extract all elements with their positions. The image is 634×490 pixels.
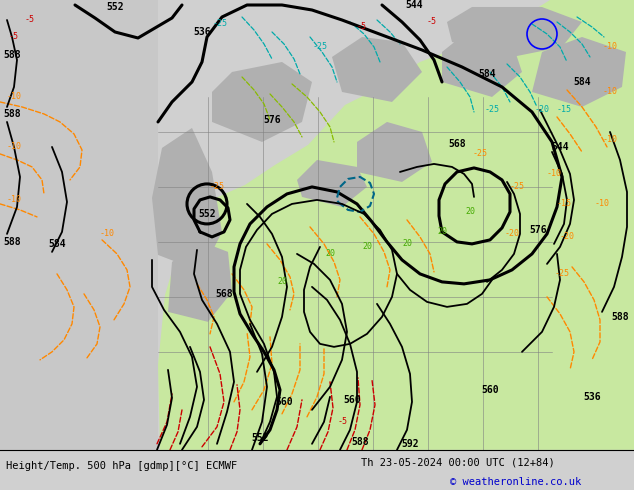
Text: -10: -10	[6, 93, 22, 101]
Polygon shape	[168, 242, 232, 322]
Text: -10: -10	[100, 229, 115, 239]
Text: -10: -10	[6, 196, 22, 204]
Text: 552: 552	[198, 209, 216, 219]
Text: 592: 592	[401, 439, 419, 449]
Text: 536: 536	[193, 27, 211, 37]
Polygon shape	[297, 160, 367, 207]
Text: 536: 536	[583, 392, 601, 402]
Text: -25: -25	[209, 182, 224, 192]
Text: -25: -25	[472, 149, 488, 158]
Text: 568: 568	[215, 289, 233, 299]
Polygon shape	[442, 32, 522, 97]
Text: 588: 588	[3, 109, 21, 119]
Text: -5: -5	[9, 32, 19, 42]
Text: -25: -25	[212, 20, 228, 28]
Text: -10: -10	[547, 170, 562, 178]
Text: -5: -5	[25, 16, 35, 24]
Text: -10: -10	[602, 135, 618, 145]
Text: -20: -20	[534, 105, 550, 115]
Text: -5: -5	[338, 417, 348, 426]
Text: -10: -10	[595, 199, 609, 208]
Text: 588: 588	[351, 437, 369, 447]
Text: 552: 552	[251, 433, 269, 443]
Text: 20: 20	[465, 207, 475, 217]
Text: 560: 560	[343, 395, 361, 405]
Text: 20: 20	[277, 277, 287, 286]
Text: 544: 544	[405, 0, 423, 10]
Text: 588: 588	[3, 50, 21, 60]
Text: -20: -20	[505, 229, 519, 239]
Text: 576: 576	[529, 225, 547, 235]
Polygon shape	[212, 62, 312, 142]
Polygon shape	[332, 37, 422, 102]
Text: Height/Temp. 500 hPa [gdmp][°C] ECMWF: Height/Temp. 500 hPa [gdmp][°C] ECMWF	[6, 462, 238, 471]
Polygon shape	[0, 0, 158, 450]
Text: Th 23-05-2024 00:00 UTC (12+84): Th 23-05-2024 00:00 UTC (12+84)	[361, 458, 555, 467]
Text: 584: 584	[573, 77, 591, 87]
Text: 584: 584	[48, 239, 66, 249]
Text: 576: 576	[263, 115, 281, 125]
Text: -25: -25	[555, 270, 569, 278]
Text: © weatheronline.co.uk: © weatheronline.co.uk	[450, 477, 581, 487]
Polygon shape	[447, 7, 582, 57]
Text: 20: 20	[325, 249, 335, 258]
Text: 588: 588	[3, 237, 21, 247]
Text: 20: 20	[362, 243, 372, 251]
Text: 588: 588	[611, 312, 629, 322]
Text: -5: -5	[357, 23, 367, 31]
Text: 560: 560	[275, 397, 293, 407]
Text: 20: 20	[402, 240, 412, 248]
Text: 568: 568	[448, 139, 466, 149]
Polygon shape	[152, 128, 222, 272]
Text: -5: -5	[427, 18, 437, 26]
Text: -20: -20	[559, 232, 574, 242]
Text: -10: -10	[6, 143, 22, 151]
Text: 560: 560	[481, 385, 499, 395]
Text: -25: -25	[510, 182, 524, 192]
Text: -25: -25	[313, 43, 328, 51]
Text: -10: -10	[602, 43, 618, 51]
Text: -25: -25	[484, 105, 500, 115]
Text: 20: 20	[437, 227, 447, 236]
Text: 584: 584	[478, 69, 496, 79]
Polygon shape	[357, 122, 432, 182]
Text: -10: -10	[602, 87, 618, 97]
Text: -15: -15	[557, 199, 571, 208]
Text: 552: 552	[106, 2, 124, 12]
Polygon shape	[158, 0, 634, 450]
Text: -15: -15	[557, 105, 571, 115]
Text: 544: 544	[551, 142, 569, 152]
Polygon shape	[532, 37, 626, 107]
